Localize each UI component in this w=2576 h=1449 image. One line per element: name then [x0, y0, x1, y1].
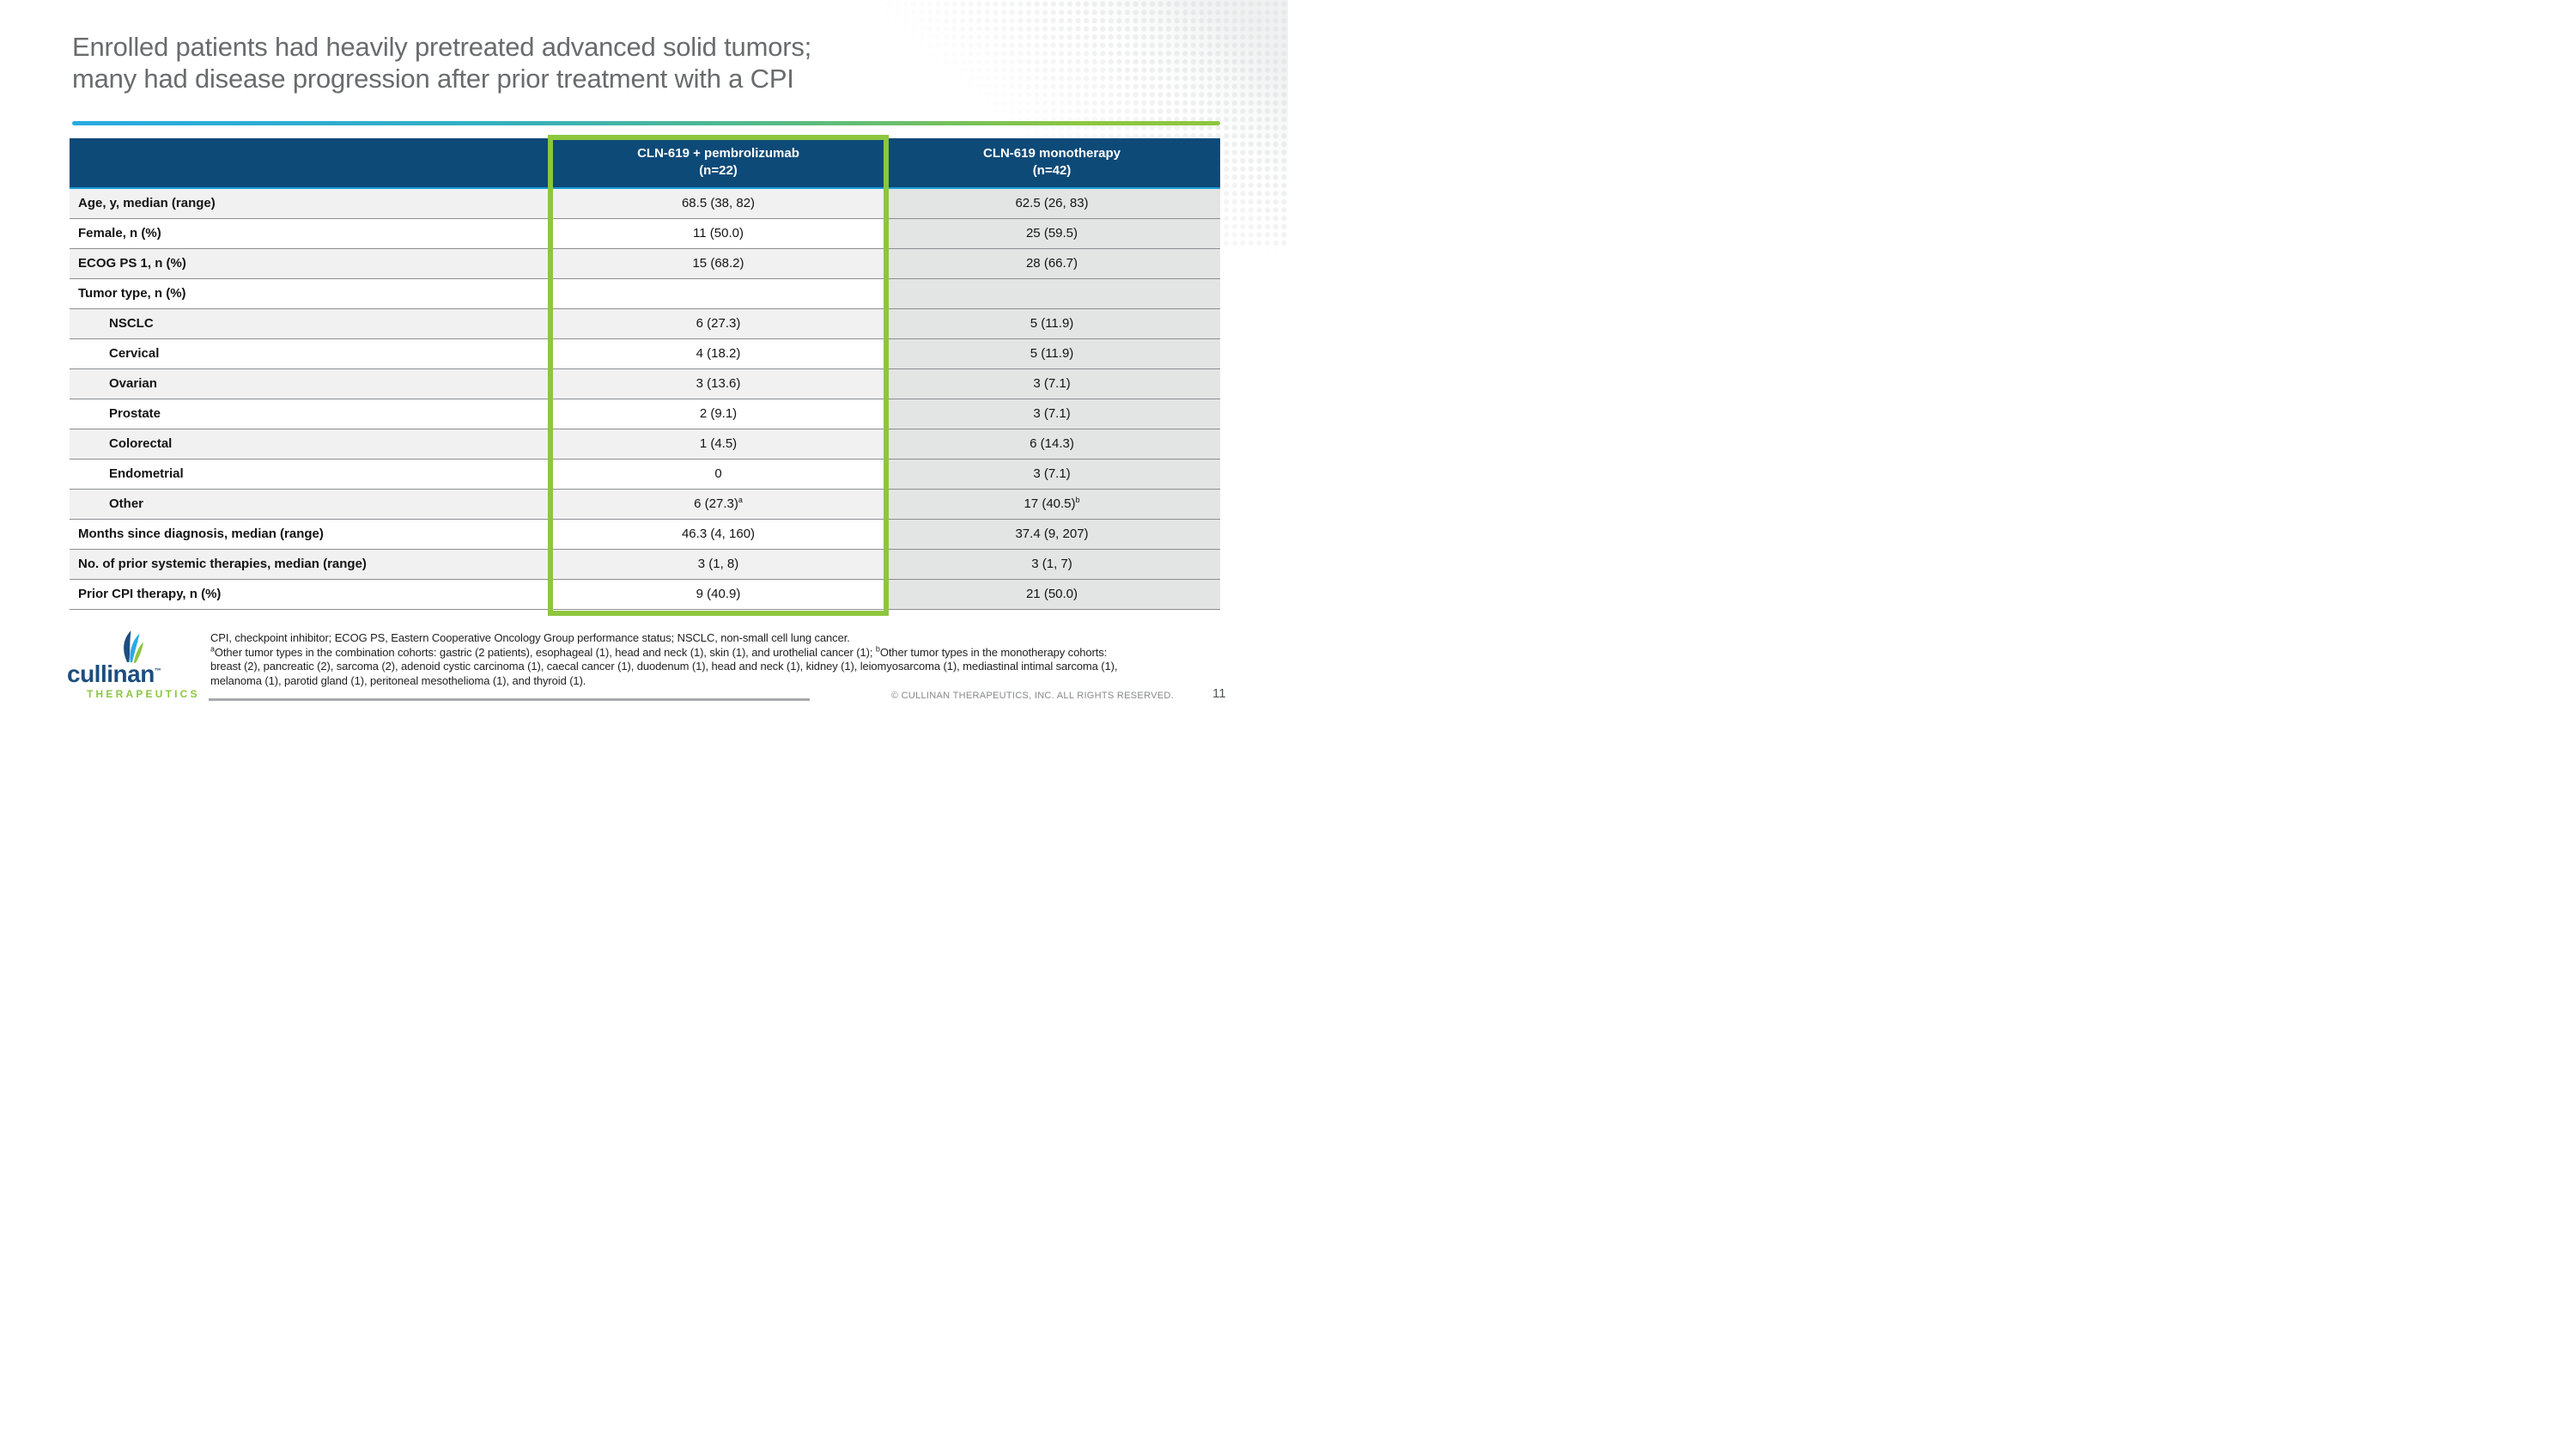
logo-name: cullinan — [67, 661, 155, 687]
slide: Enrolled patients had heavily pretreated… — [0, 0, 1288, 725]
footnote-line: aOther tumor types in the combination co… — [210, 644, 1108, 659]
footnote-line: CPI, checkpoint inhibitor; ECOG PS, East… — [210, 631, 850, 644]
footnotes: CPI, checkpoint inhibitor; ECOG PS, East… — [210, 631, 1206, 688]
cullinan-logo: cullinan™ THERAPEUTICS — [67, 629, 213, 706]
row-label-cell: Ovarian — [70, 369, 553, 399]
combination-value-cell: 6 (27.3)a — [553, 490, 884, 520]
combination-value-cell: 6 (27.3) — [553, 309, 884, 339]
combination-value-cell — [553, 279, 884, 309]
row-label-cell: Tumor type, n (%) — [70, 279, 553, 309]
footer-divider — [209, 698, 810, 701]
monotherapy-value-cell: 3 (1, 7) — [884, 550, 1220, 580]
row-label-cell: Prostate — [70, 399, 553, 429]
header-cell-combination: CLN-619 + pembrolizumab (n=22) — [553, 138, 884, 189]
combination-value-cell: 1 (4.5) — [553, 429, 884, 460]
row-label-cell: Endometrial — [70, 460, 553, 490]
header-monotherapy-line1: CLN-619 monotherapy — [982, 146, 1121, 161]
combination-value-cell: 11 (50.0) — [553, 219, 884, 249]
logo-subtitle: THERAPEUTICS — [87, 688, 200, 700]
combination-value-cell: 4 (18.2) — [553, 339, 884, 369]
row-label-cell: NSCLC — [70, 309, 553, 339]
monotherapy-value-cell — [884, 279, 1220, 309]
monotherapy-value-cell: 21 (50.0) — [884, 580, 1220, 610]
monotherapy-value-cell: 3 (7.1) — [884, 460, 1220, 490]
leaf-trio-icon — [124, 630, 143, 663]
row-label-cell: Prior CPI therapy, n (%) — [70, 580, 553, 610]
footnote-line: breast (2), pancreatic (2), sarcoma (2),… — [210, 660, 1118, 673]
monotherapy-value-cell: 37.4 (9, 207) — [884, 520, 1220, 550]
baseline-characteristics-table: CLN-619 + pembrolizumab (n=22) CLN-619 m… — [70, 138, 1220, 610]
page-title-line1: Enrolled patients had heavily pretreated… — [72, 32, 812, 62]
header-combination-line2: (n=22) — [699, 163, 738, 178]
monotherapy-value-cell: 62.5 (26, 83) — [884, 189, 1220, 219]
monotherapy-value-cell: 3 (7.1) — [884, 399, 1220, 429]
header-cell-empty — [70, 138, 553, 189]
monotherapy-value-cell: 5 (11.9) — [884, 339, 1220, 369]
combination-value-cell: 9 (40.9) — [553, 580, 884, 610]
footnote-line: melanoma (1), parotid gland (1), periton… — [210, 673, 586, 687]
monotherapy-value-cell: 3 (7.1) — [884, 369, 1220, 399]
combination-value-cell: 3 (13.6) — [553, 369, 884, 399]
page-title-line2: many had disease progression after prior… — [72, 64, 794, 94]
logo-wordmark: cullinan™ — [67, 661, 161, 687]
logo-trademark: ™ — [154, 667, 161, 675]
row-label-cell: Colorectal — [70, 429, 553, 460]
row-label-cell: Other — [70, 490, 553, 520]
header-cell-monotherapy: CLN-619 monotherapy (n=42) — [884, 138, 1220, 189]
combination-value-cell: 2 (9.1) — [553, 399, 884, 429]
monotherapy-value-cell: 6 (14.3) — [884, 429, 1220, 460]
row-label-cell: Age, y, median (range) — [70, 189, 553, 219]
combination-value-cell: 46.3 (4, 160) — [553, 520, 884, 550]
monotherapy-value-cell: 28 (66.7) — [884, 249, 1220, 279]
row-label-cell: ECOG PS 1, n (%) — [70, 249, 553, 279]
combination-value-cell: 0 — [553, 460, 884, 490]
combination-value-cell: 3 (1, 8) — [553, 550, 884, 580]
copyright-text: © CULLINAN THERAPEUTICS, INC. ALL RIGHTS… — [890, 691, 1174, 701]
header-combination-line1: CLN-619 + pembrolizumab — [637, 146, 799, 161]
row-label-cell: Months since diagnosis, median (range) — [70, 520, 553, 550]
title-accent-rule — [72, 121, 1220, 125]
row-label-cell: Female, n (%) — [70, 219, 553, 249]
combination-value-cell: 15 (68.2) — [553, 249, 884, 279]
monotherapy-value-cell: 25 (59.5) — [884, 219, 1220, 249]
page-title: Enrolled patients had heavily pretreated… — [72, 31, 811, 94]
monotherapy-value-cell: 17 (40.5)b — [884, 490, 1220, 520]
monotherapy-value-cell: 5 (11.9) — [884, 309, 1220, 339]
combination-value-cell: 68.5 (38, 82) — [553, 189, 884, 219]
row-label-cell: Cervical — [70, 339, 553, 369]
header-monotherapy-line2: (n=42) — [1032, 163, 1072, 178]
page-number: 11 — [1212, 686, 1226, 701]
row-label-cell: No. of prior systemic therapies, median … — [70, 550, 553, 580]
